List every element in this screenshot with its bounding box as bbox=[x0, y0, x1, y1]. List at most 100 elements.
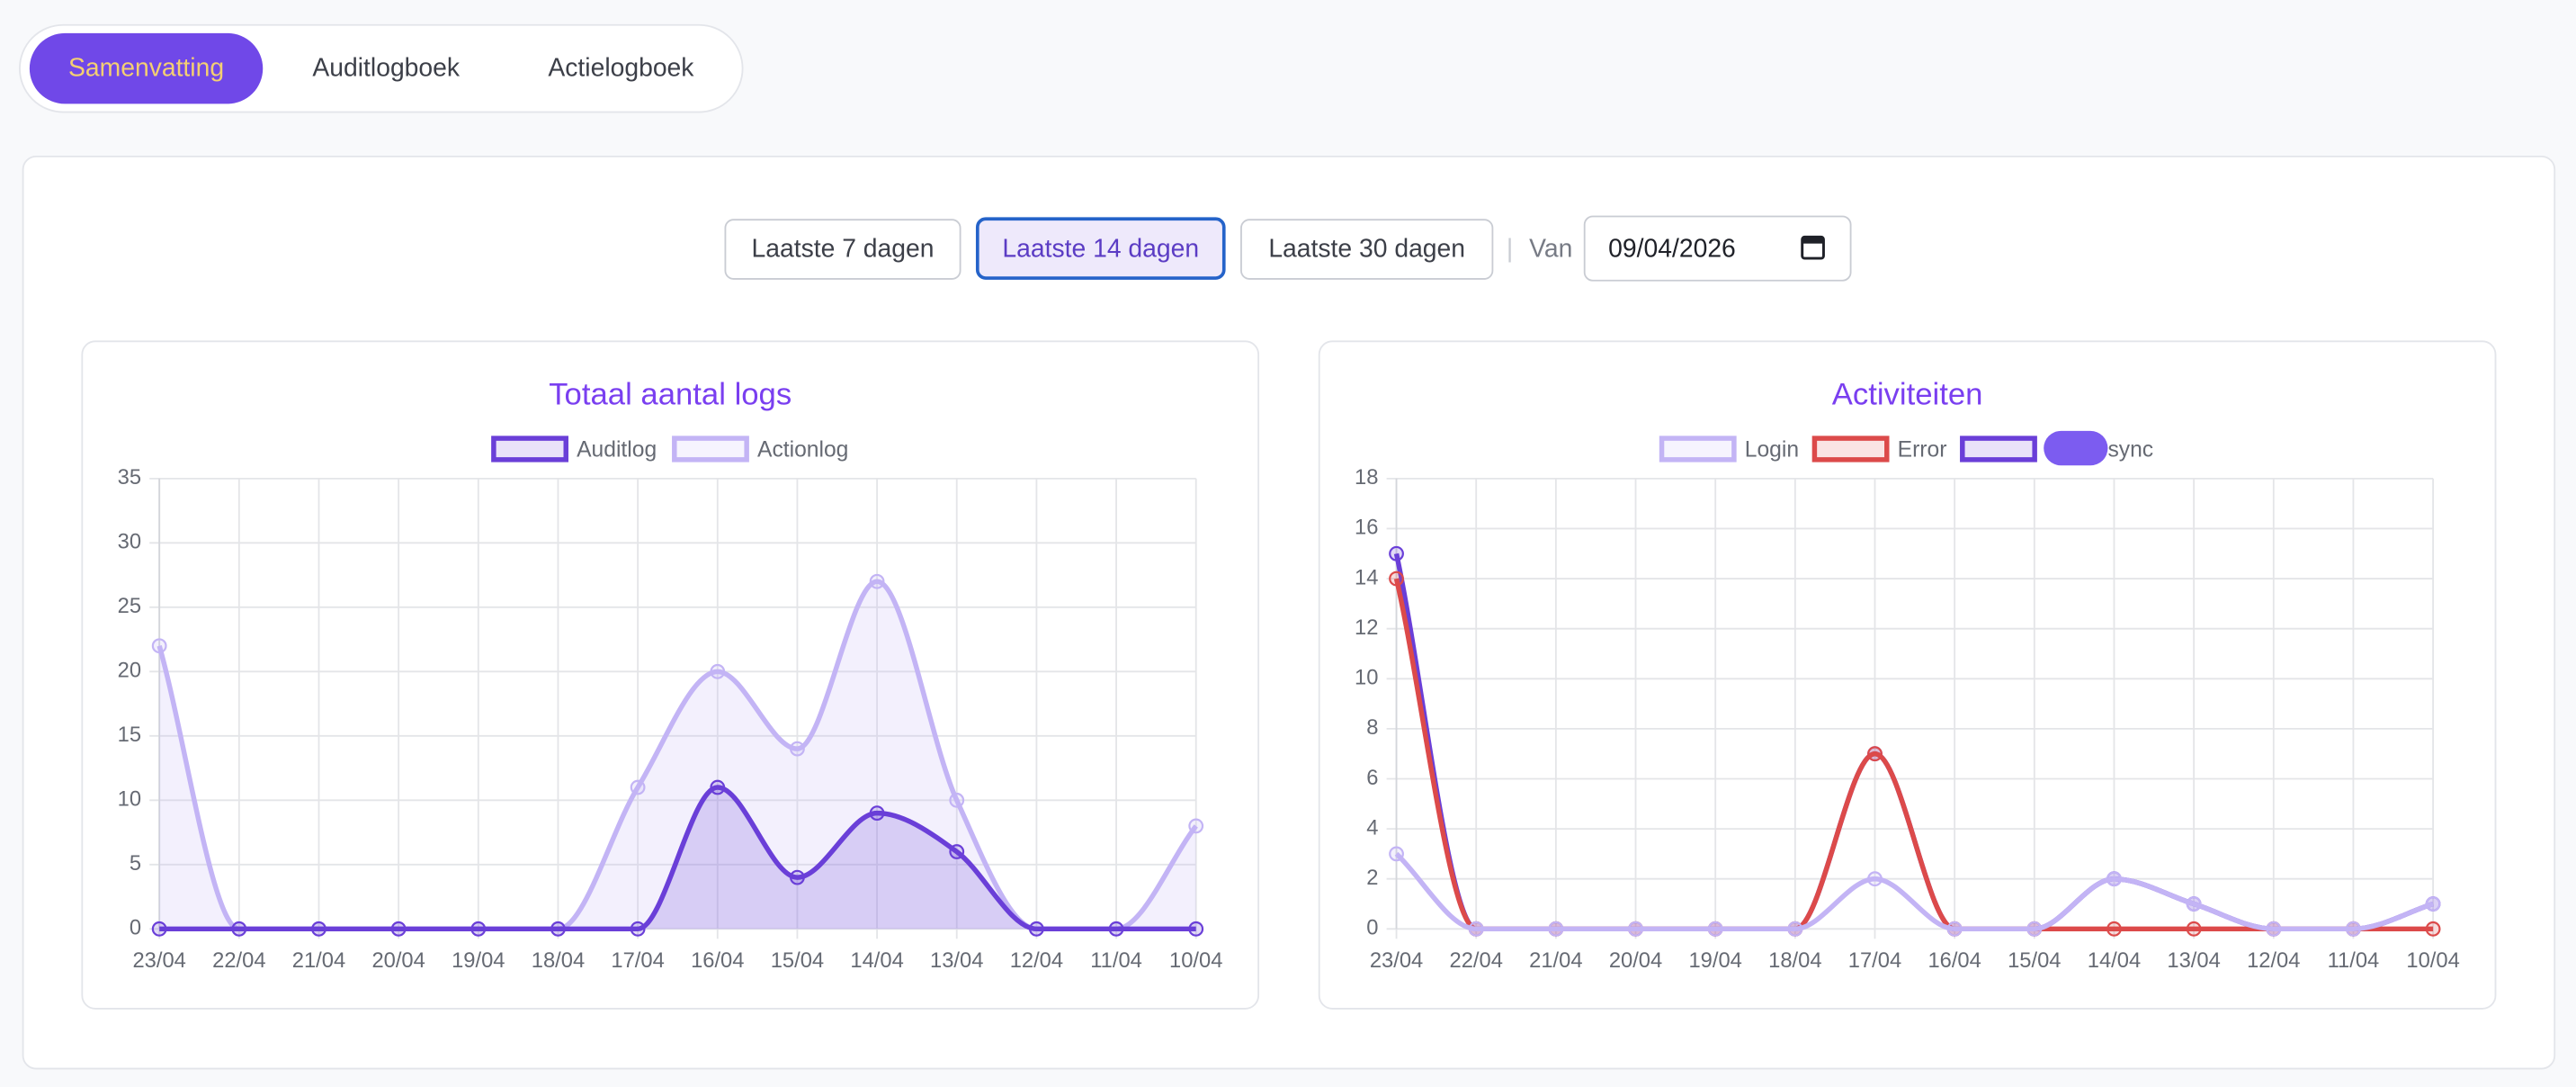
tab-active[interactable] bbox=[29, 32, 264, 104]
point bbox=[2266, 921, 2282, 937]
x-tick-label: 19/04 bbox=[1688, 949, 1741, 973]
point bbox=[231, 921, 247, 937]
x-tick-label: 19/04 bbox=[452, 949, 505, 973]
x-tick-label: 20/04 bbox=[1609, 949, 1662, 973]
y-tick-label: 10 bbox=[1355, 667, 1378, 690]
filter-button[interactable] bbox=[1240, 219, 1494, 280]
tab[interactable]: Actielogboek bbox=[548, 53, 694, 82]
y-tick-label: 15 bbox=[118, 723, 141, 747]
date-value[interactable]: 09/04/2026 bbox=[1608, 233, 1736, 262]
point bbox=[869, 805, 885, 822]
y-tick-label: 18 bbox=[1355, 466, 1378, 490]
x-tick-label: 15/04 bbox=[771, 949, 824, 973]
x-tick-label: 23/04 bbox=[132, 949, 185, 973]
from-label: Van bbox=[1529, 233, 1572, 262]
line bbox=[1394, 851, 2434, 932]
x-tick-label: 12/04 bbox=[2247, 949, 2300, 973]
legend-pill bbox=[2044, 430, 2108, 466]
x-tick-label: 20/04 bbox=[371, 949, 425, 973]
y-tick-label: 25 bbox=[118, 595, 141, 618]
x-tick-label: 18/04 bbox=[532, 949, 585, 973]
date-input[interactable] bbox=[1583, 215, 1852, 282]
x-tick-label: 11/04 bbox=[1090, 949, 1142, 973]
y-tick-label: 8 bbox=[1366, 716, 1378, 740]
point bbox=[1188, 818, 1204, 834]
y-tick-label: 12 bbox=[1355, 616, 1378, 640]
filter-label[interactable]: Laatste 14 dagen bbox=[1002, 233, 1199, 262]
x-tick-label: 14/04 bbox=[2088, 949, 2141, 973]
x-tick-label: 11/04 bbox=[2328, 949, 2380, 973]
point bbox=[1867, 746, 1883, 762]
filter-button[interactable] bbox=[724, 219, 962, 280]
point bbox=[1188, 921, 1204, 937]
point bbox=[550, 921, 566, 937]
x-tick-label: 17/04 bbox=[1848, 949, 1901, 973]
y-tick-label: 5 bbox=[130, 852, 141, 876]
filter-label[interactable]: Laatste 7 dagen bbox=[752, 233, 935, 262]
point bbox=[151, 638, 167, 654]
x-tick-label: 14/04 bbox=[850, 949, 903, 973]
point bbox=[1108, 921, 1124, 937]
legend-swatch bbox=[672, 436, 749, 463]
legend-label: sync bbox=[2107, 437, 2153, 462]
point bbox=[2346, 921, 2361, 937]
chart-card bbox=[81, 340, 1260, 1010]
x-tick-label: 10/04 bbox=[2406, 949, 2459, 973]
legend-label: Auditlog bbox=[577, 437, 657, 462]
filter-button-active[interactable] bbox=[975, 217, 1226, 280]
line bbox=[159, 785, 1196, 932]
point bbox=[2186, 921, 2202, 937]
point bbox=[790, 741, 805, 757]
point bbox=[390, 921, 407, 937]
separator: | bbox=[1507, 233, 1513, 262]
point bbox=[2106, 871, 2122, 887]
point bbox=[2425, 896, 2441, 912]
point bbox=[1468, 921, 1484, 937]
tab[interactable]: Auditlogboek bbox=[312, 53, 460, 82]
filter-label[interactable]: Laatste 30 dagen bbox=[1268, 233, 1465, 262]
chart-title: Activiteiten bbox=[1832, 378, 1983, 412]
point bbox=[630, 779, 646, 795]
point bbox=[1548, 921, 1564, 937]
legend-swatch bbox=[1960, 436, 2037, 463]
x-tick-label: 18/04 bbox=[1768, 949, 1821, 973]
point bbox=[1946, 921, 1963, 937]
tab[interactable]: Samenvatting bbox=[68, 53, 224, 82]
point bbox=[1389, 570, 1404, 587]
x-tick-label: 22/04 bbox=[1450, 949, 1503, 973]
x-tick-label: 16/04 bbox=[1928, 949, 1981, 973]
x-tick-label: 13/04 bbox=[2167, 949, 2220, 973]
legend-label: Login bbox=[1745, 437, 1799, 462]
point bbox=[790, 869, 805, 885]
y-tick-label: 35 bbox=[118, 466, 141, 490]
point bbox=[2425, 921, 2441, 937]
y-tick-label: 10 bbox=[118, 788, 141, 812]
x-tick-label: 21/04 bbox=[1529, 949, 1582, 973]
point bbox=[1389, 846, 1404, 862]
chart-title: Totaal aantal logs bbox=[549, 378, 792, 412]
y-tick-label: 14 bbox=[1355, 566, 1378, 589]
point bbox=[1707, 921, 1723, 937]
point bbox=[1787, 921, 1803, 937]
area bbox=[159, 581, 1196, 930]
point bbox=[949, 844, 965, 859]
point bbox=[1867, 871, 1883, 887]
y-tick-label: 2 bbox=[1366, 867, 1378, 890]
calendar-icon[interactable] bbox=[1801, 235, 1825, 260]
x-tick-label: 16/04 bbox=[691, 949, 744, 973]
y-tick-label: 0 bbox=[130, 917, 141, 940]
x-tick-label: 13/04 bbox=[930, 949, 983, 973]
point bbox=[710, 779, 726, 795]
y-tick-label: 20 bbox=[118, 660, 141, 683]
y-tick-label: 0 bbox=[1366, 917, 1378, 940]
point bbox=[630, 921, 646, 937]
calendar-top bbox=[1802, 237, 1824, 244]
y-tick-label: 16 bbox=[1355, 517, 1378, 540]
y-tick-label: 30 bbox=[118, 531, 141, 554]
legend-label: Error bbox=[1898, 437, 1947, 462]
x-tick-label: 10/04 bbox=[1169, 949, 1222, 973]
x-tick-label: 15/04 bbox=[2008, 949, 2061, 973]
point bbox=[869, 573, 885, 589]
